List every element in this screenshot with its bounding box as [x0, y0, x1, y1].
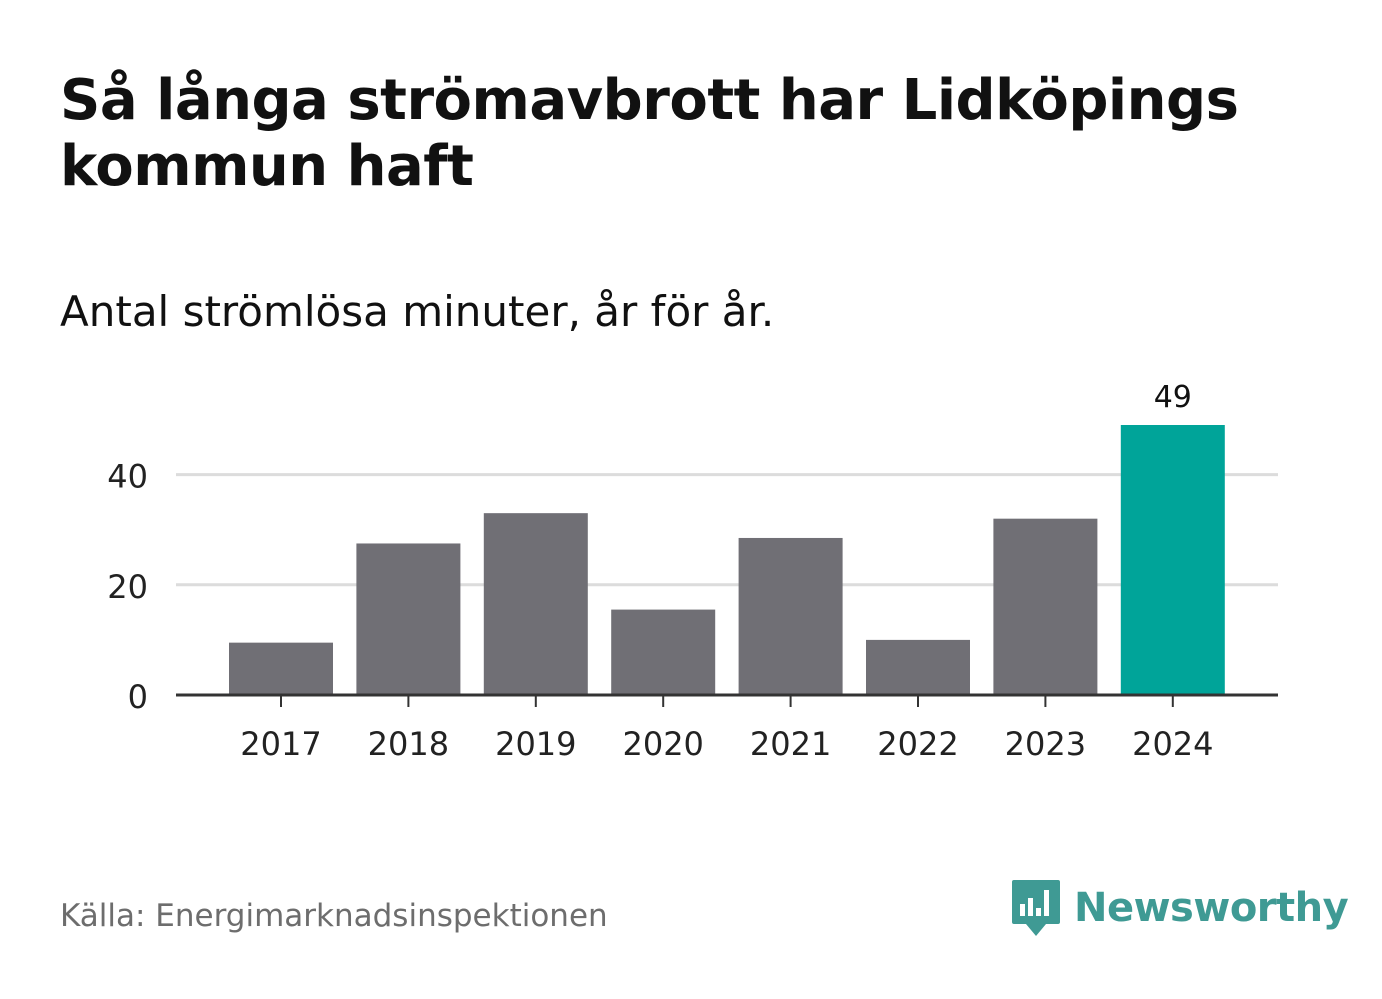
brand-name: Newsworthy: [1074, 885, 1349, 931]
bar-2022: [866, 639, 970, 695]
bar-2020: [611, 609, 716, 695]
labels: 0 20 40 2017 2018 2019 2020 2021 2022 2023 2024 49: [107, 380, 1213, 763]
y-tick-label: 0: [128, 678, 148, 716]
bar-2017: [229, 642, 333, 695]
data-label: 49: [1154, 380, 1192, 415]
x-tick-label: 2022: [877, 725, 958, 763]
bars: [229, 425, 1225, 695]
axes: [176, 693, 1278, 707]
x-tick-label: 2024: [1132, 725, 1213, 763]
chart-subtitle: Antal strömlösa minuter, år för år.: [60, 287, 775, 336]
grid-lines: [176, 473, 1278, 587]
bar-2024: [1120, 425, 1225, 695]
y-tick-label: 40: [107, 458, 148, 496]
newsworthy-logo-icon: [1012, 880, 1060, 936]
brand-logo: Newsworthy: [1010, 878, 1349, 938]
bar-2019: [483, 513, 588, 695]
bar-2023: [993, 518, 1098, 695]
x-tick-label: 2021: [750, 725, 831, 763]
bar-2021: [738, 537, 843, 695]
x-tick-label: 2023: [1005, 725, 1086, 763]
x-tick-label: 2018: [368, 725, 449, 763]
source-note: Källa: Energimarknadsinspektionen: [60, 898, 608, 934]
bar-2018: [356, 543, 461, 695]
chart-title: Så långa strömavbrott har Lidköpings kom…: [60, 68, 1239, 199]
x-tick-label: 2017: [240, 725, 321, 763]
x-tick-label: 2020: [622, 725, 703, 763]
x-tick-label: 2019: [495, 725, 576, 763]
y-tick-label: 20: [107, 568, 148, 606]
